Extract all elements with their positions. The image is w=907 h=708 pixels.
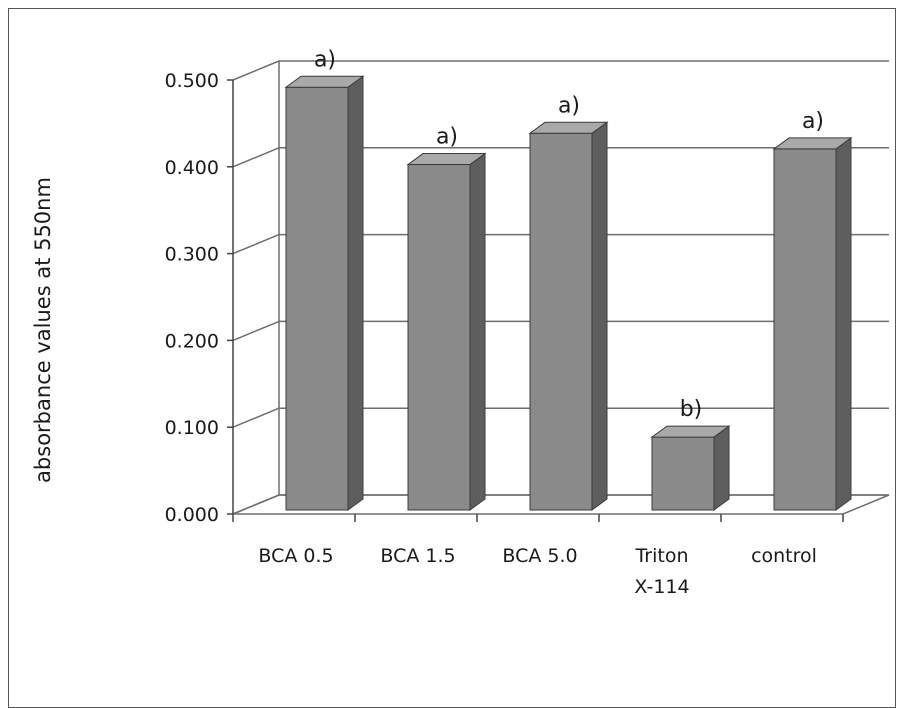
bar <box>772 136 853 511</box>
bar-top <box>650 425 731 438</box>
bar-side <box>469 152 486 511</box>
bar-front <box>285 86 349 511</box>
bar-side <box>591 121 608 511</box>
x-category-label: BCA 1.5 <box>380 545 455 567</box>
x-category-labels: BCA 0.5 BCA 1.5 BCA 5.0 Triton X-114 control <box>258 545 817 598</box>
bar-annotation: a) <box>802 109 824 134</box>
bar-front <box>407 164 471 511</box>
bar <box>284 75 365 511</box>
bar <box>650 425 731 511</box>
y-tick-label: 0.500 <box>165 70 219 92</box>
x-category-label: control <box>751 545 817 567</box>
bar-side <box>835 136 852 511</box>
x-category-label: BCA 5.0 <box>502 545 577 567</box>
bar-annotation: a) <box>314 47 336 72</box>
y-tick-label: 0.200 <box>165 330 219 352</box>
floor <box>232 494 890 515</box>
y-tick-label: 0.100 <box>165 417 219 439</box>
gridline-depth <box>232 320 280 342</box>
y-tick-label: 0.400 <box>165 157 219 179</box>
bar-front <box>651 436 715 511</box>
gridline-depth <box>232 233 280 255</box>
y-tick-label: 0.300 <box>165 244 219 266</box>
y-tick-labels: 0.000 0.100 0.200 0.300 0.400 0.500 <box>165 70 219 526</box>
x-category-label: BCA 0.5 <box>258 545 333 567</box>
gridline-depth <box>232 407 280 428</box>
bar-side <box>347 75 364 511</box>
bar-annotations: a) a) a) b) a) <box>314 47 824 422</box>
y-axis-title: absorbance values at 550nm <box>31 177 55 483</box>
gridline-depth <box>232 147 280 168</box>
bar-front <box>773 148 837 511</box>
bar-top <box>772 137 853 150</box>
y-tick-label: 0.000 <box>165 504 219 526</box>
bars <box>284 75 853 511</box>
x-category-label: Triton X-114 <box>634 545 689 598</box>
bar-annotation: a) <box>558 93 580 118</box>
bar-side <box>713 425 730 511</box>
bar-annotation: b) <box>680 397 703 422</box>
bar-annotation: a) <box>436 125 458 150</box>
bar-top <box>284 75 365 88</box>
bar-front <box>529 132 593 511</box>
bar <box>528 121 609 511</box>
bar-top <box>406 153 487 166</box>
bar <box>406 152 487 511</box>
gridline-depth <box>232 60 280 81</box>
bar-top <box>528 121 609 134</box>
